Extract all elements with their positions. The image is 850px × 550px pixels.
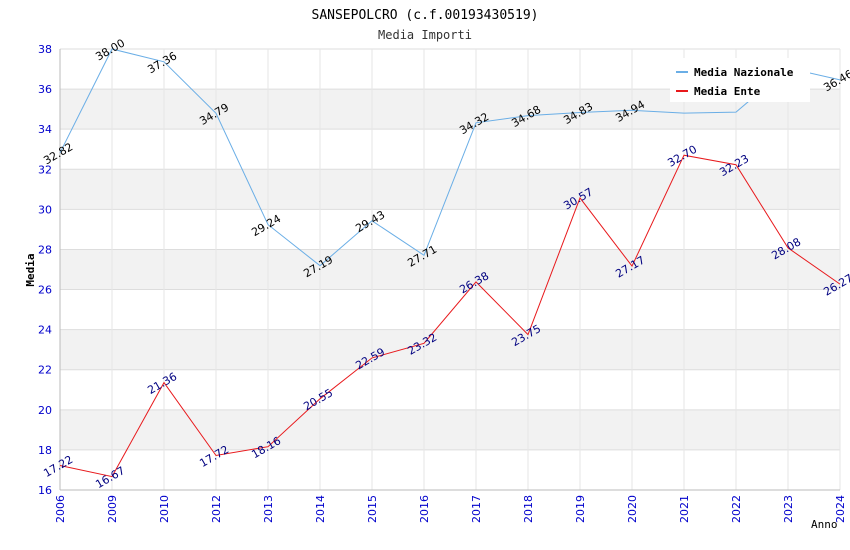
chart-subtitle: Media Importi: [378, 28, 472, 42]
data-label: 29.43: [353, 208, 387, 235]
y-tick-label: 32: [38, 163, 52, 176]
x-tick-label: 2015: [366, 495, 379, 523]
legend-label: Media Nazionale: [694, 66, 794, 79]
data-label: 16.67: [93, 464, 127, 491]
x-tick-label: 2009: [106, 495, 119, 523]
data-label: 32.70: [665, 143, 699, 170]
y-tick-label: 36: [38, 83, 52, 96]
y-tick-label: 28: [38, 243, 52, 256]
y-tick-label: 22: [38, 364, 52, 377]
y-tick-label: 30: [38, 203, 52, 216]
y-axis-label: Media: [24, 253, 37, 286]
legend-label: Media Ente: [694, 85, 761, 98]
y-tick-label: 24: [38, 324, 52, 337]
y-tick-label: 26: [38, 284, 52, 297]
legend-box: [670, 58, 810, 102]
x-tick-label: 2022: [730, 495, 743, 523]
chart-title: SANSEPOLCRO (c.f.00193430519): [312, 8, 539, 23]
grid-band: [60, 249, 840, 290]
x-tick-label: 2018: [522, 495, 535, 523]
x-tick-label: 2019: [574, 495, 587, 523]
series-line-media-ente: [59, 154, 841, 478]
data-label: 21.36: [145, 370, 179, 397]
x-tick-label: 2016: [418, 495, 431, 523]
x-tick-label: 2020: [626, 495, 639, 523]
data-label: 32.82: [41, 140, 75, 167]
grid-band: [60, 329, 840, 370]
y-tick-label: 20: [38, 404, 52, 417]
data-label: 20.55: [301, 386, 335, 413]
series-line-media-nazionale: [59, 48, 841, 267]
x-tick-label: 2006: [54, 495, 67, 523]
x-tick-label: 2021: [678, 495, 691, 523]
x-tick-label: 2024: [834, 495, 847, 523]
x-tick-label: 2010: [158, 495, 171, 523]
data-label: 29.24: [249, 212, 283, 239]
data-label: 17.22: [41, 453, 75, 480]
x-tick-label: 2023: [782, 495, 795, 523]
x-tick-label: 2013: [262, 495, 275, 523]
x-tick-label: 2012: [210, 495, 223, 523]
grid-band: [60, 409, 840, 450]
y-tick-label: 16: [38, 484, 52, 497]
grid: [59, 48, 841, 491]
data-label: 38.00: [93, 36, 127, 63]
y-tick-label: 38: [38, 43, 52, 56]
legend: Media Nazionale Media Ente: [670, 58, 810, 102]
y-tick-label: 34: [38, 123, 52, 136]
y-tick-label: 18: [38, 444, 52, 457]
x-tick-label: 2014: [314, 495, 327, 523]
x-axis-label: Anno: [811, 518, 838, 531]
x-tick-label: 2017: [470, 495, 483, 523]
